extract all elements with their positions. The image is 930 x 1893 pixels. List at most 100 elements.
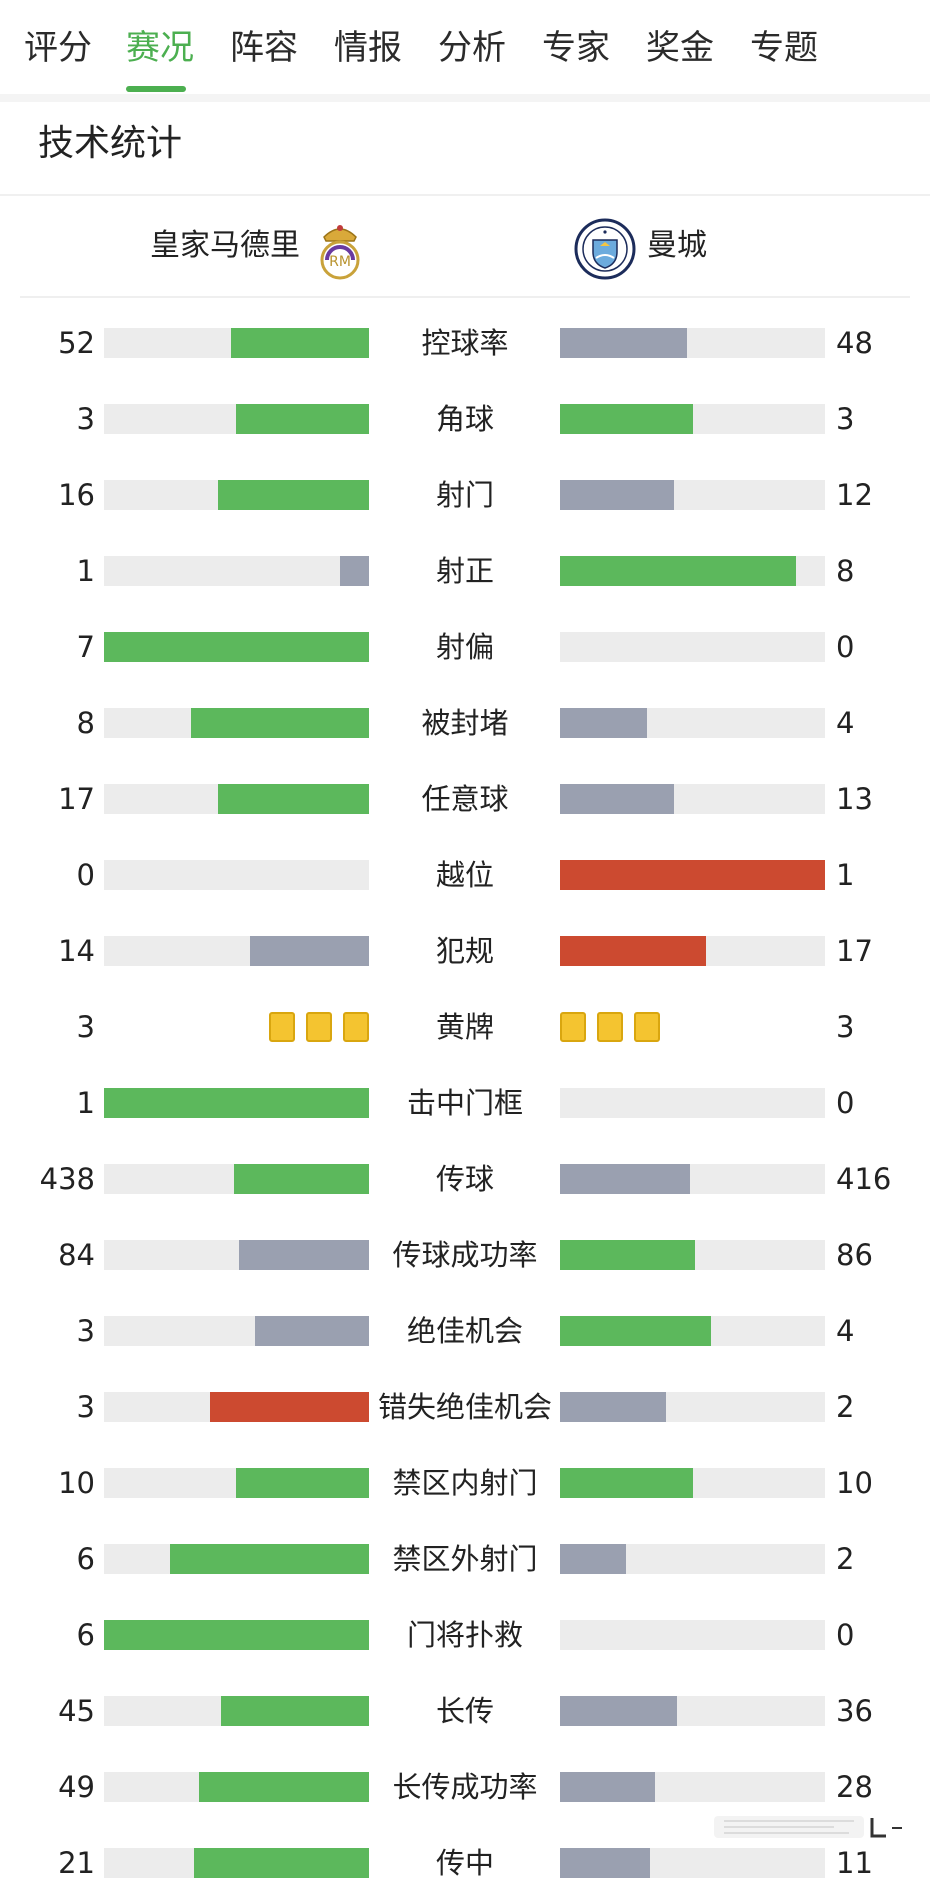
stat-label: 任意球 xyxy=(421,782,509,816)
away-stat-bar-track xyxy=(560,1088,825,1118)
home-stat-bar-track xyxy=(104,1544,369,1574)
home-stat-value: 0 xyxy=(76,858,95,892)
home-stat-bar-track xyxy=(104,1696,369,1726)
home-stat-bar-track xyxy=(104,1468,369,1498)
stat-label: 绝佳机会 xyxy=(406,1314,523,1348)
away-stat-bar-track xyxy=(560,1316,825,1346)
home-stat-value: 14 xyxy=(58,934,95,968)
stat-row: 6 0 门将扑救 xyxy=(0,1605,930,1665)
home-stat-value: 49 xyxy=(58,1770,95,1804)
home-stat-bar-fill xyxy=(255,1316,369,1346)
away-stat-bar-track xyxy=(560,1468,825,1498)
away-stat-value: 2 xyxy=(836,1390,855,1424)
away-stat-value: 13 xyxy=(836,782,873,816)
stat-row: 1 8 射正 xyxy=(0,541,930,601)
stat-label: 角球 xyxy=(435,402,494,436)
away-stat-bar-fill xyxy=(560,1164,690,1194)
tab-prize[interactable]: 奖金 xyxy=(646,28,714,68)
home-stat-value: 6 xyxy=(76,1618,95,1652)
away-stat-value: 10 xyxy=(836,1466,873,1500)
away-stat-value: 1 xyxy=(836,858,855,892)
away-stat-value: 416 xyxy=(836,1162,892,1196)
svg-text:RM: RM xyxy=(329,254,351,270)
away-stat-bar-fill xyxy=(560,936,706,966)
home-stat-bar-track xyxy=(104,1164,369,1194)
away-stat-bar-fill xyxy=(560,556,796,586)
tab-rating[interactable]: 评分 xyxy=(24,28,92,68)
away-stat-bar-track xyxy=(560,1164,825,1194)
yellow-card-icon xyxy=(560,1012,586,1042)
away-stat-value: 28 xyxy=(836,1770,873,1804)
home-stat-value: 6 xyxy=(76,1542,95,1576)
away-stat-value: 3 xyxy=(836,1010,855,1044)
away-stat-value: 86 xyxy=(836,1238,873,1272)
away-stat-bar-track xyxy=(560,1544,825,1574)
away-stat-value: 0 xyxy=(836,1086,855,1120)
home-stat-value: 16 xyxy=(58,478,95,512)
away-stat-bar-fill xyxy=(560,1772,655,1802)
home-stat-bar-fill xyxy=(239,1240,369,1270)
home-stat-bar-track xyxy=(104,632,369,662)
home-stat-bar-fill xyxy=(170,1544,369,1574)
tab-intel[interactable]: 情报 xyxy=(334,28,402,68)
away-stat-bar-track xyxy=(560,1392,825,1422)
stat-label: 黄牌 xyxy=(435,1010,494,1044)
home-stat-bar-track xyxy=(104,480,369,510)
away-stat-bar-fill xyxy=(560,1316,711,1346)
yellow-card-icon xyxy=(269,1012,295,1042)
away-stat-bar-track xyxy=(560,784,825,814)
stat-label: 越位 xyxy=(435,858,494,892)
home-stat-bar-track xyxy=(104,1088,369,1118)
stat-label: 长传 xyxy=(435,1694,494,1728)
stat-row: 3 4 绝佳机会 xyxy=(0,1301,930,1361)
tab-match-status[interactable]: 赛况 xyxy=(126,28,194,68)
home-stat-bar-track xyxy=(104,1848,369,1878)
stat-label: 禁区外射门 xyxy=(392,1542,538,1576)
away-stat-value: 4 xyxy=(836,1314,855,1348)
stat-label: 击中门框 xyxy=(406,1086,523,1120)
away-stat-bar-fill xyxy=(560,860,825,890)
home-stat-value: 1 xyxy=(76,554,95,588)
home-stat-bar-track xyxy=(104,328,369,358)
stat-label: 被封堵 xyxy=(421,706,509,740)
away-stat-bar-fill xyxy=(560,404,693,434)
stat-row: 84 86 传球成功率 xyxy=(0,1225,930,1285)
away-stat-value: 36 xyxy=(836,1694,873,1728)
stat-label: 禁区内射门 xyxy=(392,1466,538,1500)
stat-label: 控球率 xyxy=(421,326,509,360)
away-stat-value: 3 xyxy=(836,402,855,436)
home-stat-bar-track xyxy=(104,784,369,814)
stat-label: 门将扑救 xyxy=(406,1618,523,1652)
tab-lineup[interactable]: 阵容 xyxy=(230,28,298,68)
away-stat-bar-fill xyxy=(560,1468,693,1498)
stat-row: 10 10 禁区内射门 xyxy=(0,1453,930,1513)
home-stat-value: 7 xyxy=(76,630,95,664)
home-stat-bar-fill xyxy=(104,1088,369,1118)
stat-row: 16 12 射门 xyxy=(0,465,930,525)
stat-label: 传球成功率 xyxy=(392,1238,538,1272)
home-stat-bar-fill xyxy=(210,1392,369,1422)
stat-row: 45 36 长传 xyxy=(0,1681,930,1741)
tab-analysis[interactable]: 分析 xyxy=(438,28,506,68)
tab-topic[interactable]: 专题 xyxy=(750,28,818,68)
away-stat-bar-track xyxy=(560,328,825,358)
home-stat-bar-fill xyxy=(250,936,369,966)
top-tab-bar: 评分 赛况 阵容 情报 分析 专家 奖金 专题 xyxy=(0,0,930,94)
away-stat-bar-fill xyxy=(560,1240,695,1270)
home-stat-bar-fill xyxy=(234,1164,369,1194)
stat-row: 49 28 长传成功率 xyxy=(0,1757,930,1817)
away-stat-bar-track xyxy=(560,1240,825,1270)
stat-row: 438 416 传球 xyxy=(0,1149,930,1209)
away-stat-bar-track xyxy=(560,1848,825,1878)
home-stat-bar-fill xyxy=(236,1468,369,1498)
home-stat-value: 8 xyxy=(76,706,95,740)
away-stat-bar-fill xyxy=(560,1848,650,1878)
yellow-card-icon xyxy=(343,1012,369,1042)
stat-row: 6 2 禁区外射门 xyxy=(0,1529,930,1589)
away-stat-value: 17 xyxy=(836,934,873,968)
tab-experts[interactable]: 专家 xyxy=(542,28,610,68)
header-divider xyxy=(20,296,910,298)
home-stat-bar-track xyxy=(104,708,369,738)
away-stat-bar-fill xyxy=(560,1696,677,1726)
home-stat-value: 438 xyxy=(39,1162,95,1196)
